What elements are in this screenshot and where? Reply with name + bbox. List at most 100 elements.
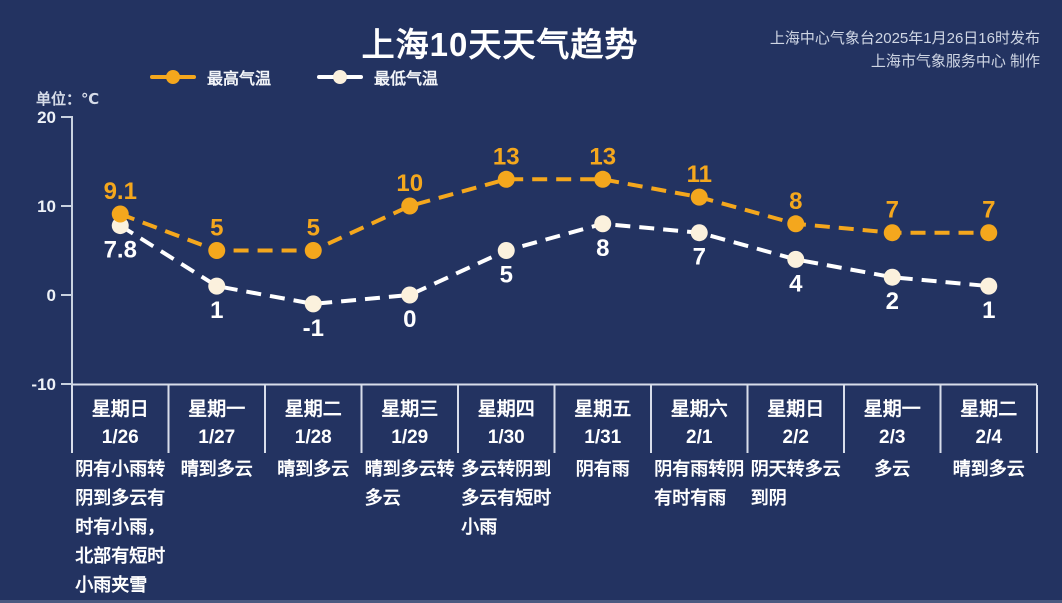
high-temp-value-label: 13 [493,143,520,170]
day-forecast-text: 阴有小雨转 阴到多云有 时有小雨， 北部有短时 小雨夹雪 [75,459,166,595]
low-temp-value-label: 5 [500,262,513,289]
high-temp-point [690,188,708,206]
low-temp-point [980,277,998,295]
high-temp-point [401,197,419,215]
day-forecast-wrap: 多云转阴到 多云有短时 小雨 [458,455,555,542]
legend-label-high: 最高气温 [207,71,272,88]
low-temp-line [119,221,989,306]
low-temp-value-label: 0 [403,306,416,333]
day-column: 星期三 1/29 晴到多云转 多云 [362,385,459,600]
attribution-line-1: 上海中心气象台2025年1月26日16时发布 [769,30,1040,47]
low-temp-value-label: 8 [596,235,609,262]
high-temp-value-label: 8 [789,188,802,215]
day-name: 星期一 [188,399,246,420]
day-date: 1/26 [101,427,139,448]
high-temp-point [111,205,129,223]
day-column: 星期五 1/31 阴有雨 [555,385,652,600]
day-forecast-wrap: 晴到多云 [265,455,362,484]
day-name: 星期六 [670,399,728,420]
day-name: 星期三 [381,399,439,420]
bottom-edge-strip [0,600,1062,603]
high-temp-value-label: 9.1 [104,178,137,205]
high-temp-point [304,242,322,259]
high-temp-point [883,224,901,242]
low-temp-value-label: 1 [982,297,995,324]
day-forecast-text: 阴有雨转阴 有时有雨 [654,459,745,508]
day-date: 2/3 [879,427,906,448]
day-name: 星期一 [863,399,921,420]
day-forecast-wrap: 阴有小雨转 阴到多云有 时有小雨， 北部有短时 小雨夹雪 [72,455,169,600]
high-temp-value-label: 7 [982,197,995,224]
high-temp-point [594,170,612,188]
day-forecast-text: 多云转阴到 多云有短时 小雨 [461,459,552,537]
high-temp-value-label: 5 [307,215,320,242]
day-forecast-wrap: 阴有雨转阴 有时有雨 [651,455,748,513]
unit-label: 单位：℃ [36,91,100,108]
day-name: 星期五 [574,399,632,420]
y-axis-tick-label: -10 [31,375,56,394]
day-forecast-text: 晴到多云 [180,459,253,479]
day-forecast-text: 阴天转多云 到阴 [750,459,841,508]
day-date: 1/31 [584,427,622,448]
day-column: 星期二 2/4 晴到多云 [941,385,1038,600]
y-axis-tick-label: 20 [37,108,56,127]
day-date: 2/1 [686,427,713,448]
high-temp-point [497,170,515,188]
day-date: 1/30 [487,427,525,448]
day-date: 1/29 [391,427,429,448]
low-temp-value-label: 2 [886,288,899,315]
low-temp-point [208,277,226,295]
legend: 最高气温 最低气温 [150,66,438,88]
low-temp-point [497,242,515,259]
low-temp-value-label: 7 [693,244,706,271]
low-temp-value-label: 1 [210,297,223,324]
day-column: 星期二 1/28 晴到多云 [265,385,362,600]
day-name: 星期二 [284,399,342,420]
day-forecast-text: 晴到多云转 多云 [364,459,455,508]
day-date: 1/27 [198,427,236,448]
high-temp-marker-icon [150,66,196,88]
day-name: 星期日 [767,399,825,420]
day-column: 星期四 1/30 多云转阴到 多云有短时 小雨 [458,385,555,600]
day-forecast-wrap: 晴到多云 [941,455,1038,484]
y-axis-tick-label: 0 [47,286,56,305]
day-date: 2/2 [782,427,809,448]
low-temp-point [787,250,805,268]
day-forecast-text: 多云 [874,459,911,479]
day-column: 星期日 2/2 阴天转多云 到阴 [748,385,845,600]
high-temp-value-label: 7 [886,197,899,224]
low-temp-point [594,215,612,233]
legend-label-low: 最低气温 [374,71,439,88]
day-forecast-text: 晴到多云 [952,459,1025,479]
low-temp-marker-icon [317,66,364,88]
day-name: 星期二 [960,399,1018,420]
day-column: 星期六 2/1 阴有雨转阴 有时有雨 [651,385,748,600]
day-column: 星期一 1/27 晴到多云 [169,385,266,600]
low-temp-point [304,295,322,313]
attribution-line-2: 上海市气象服务中心 制作 [870,53,1040,70]
high-temp-value-label: 13 [589,143,616,170]
high-temp-value-label: 11 [687,161,712,188]
attribution: 上海中心气象台2025年1月26日16时发布 上海市气象服务中心 制作 [770,27,1040,73]
low-temp-value-label: 4 [789,270,803,297]
high-temp-value-label: 10 [396,170,423,197]
day-date: 2/4 [975,427,1002,448]
day-forecast-text: 阴有雨 [575,459,630,479]
high-temp-value-label: 5 [210,215,223,242]
low-temp-point [883,268,901,286]
day-name: 星期四 [477,399,535,420]
low-temp-point [401,286,419,304]
high-temp-line [119,177,989,253]
high-temp-point [980,224,998,242]
day-forecast-wrap: 晴到多云转 多云 [362,455,459,513]
day-forecast-wrap: 晴到多云 [169,455,266,484]
day-forecast-wrap: 阴天转多云 到阴 [748,455,845,513]
legend-item-low-temp: 最低气温 [317,66,438,88]
low-temp-value-label: 7.8 [104,237,137,264]
page-title: 上海10天天气趋势 [361,26,639,63]
day-date: 1/28 [294,427,332,448]
day-forecast-text: 晴到多云 [277,459,350,479]
day-column: 星期日 1/26 阴有小雨转 阴到多云有 时有小雨， 北部有短时 小雨夹雪 [72,385,169,600]
